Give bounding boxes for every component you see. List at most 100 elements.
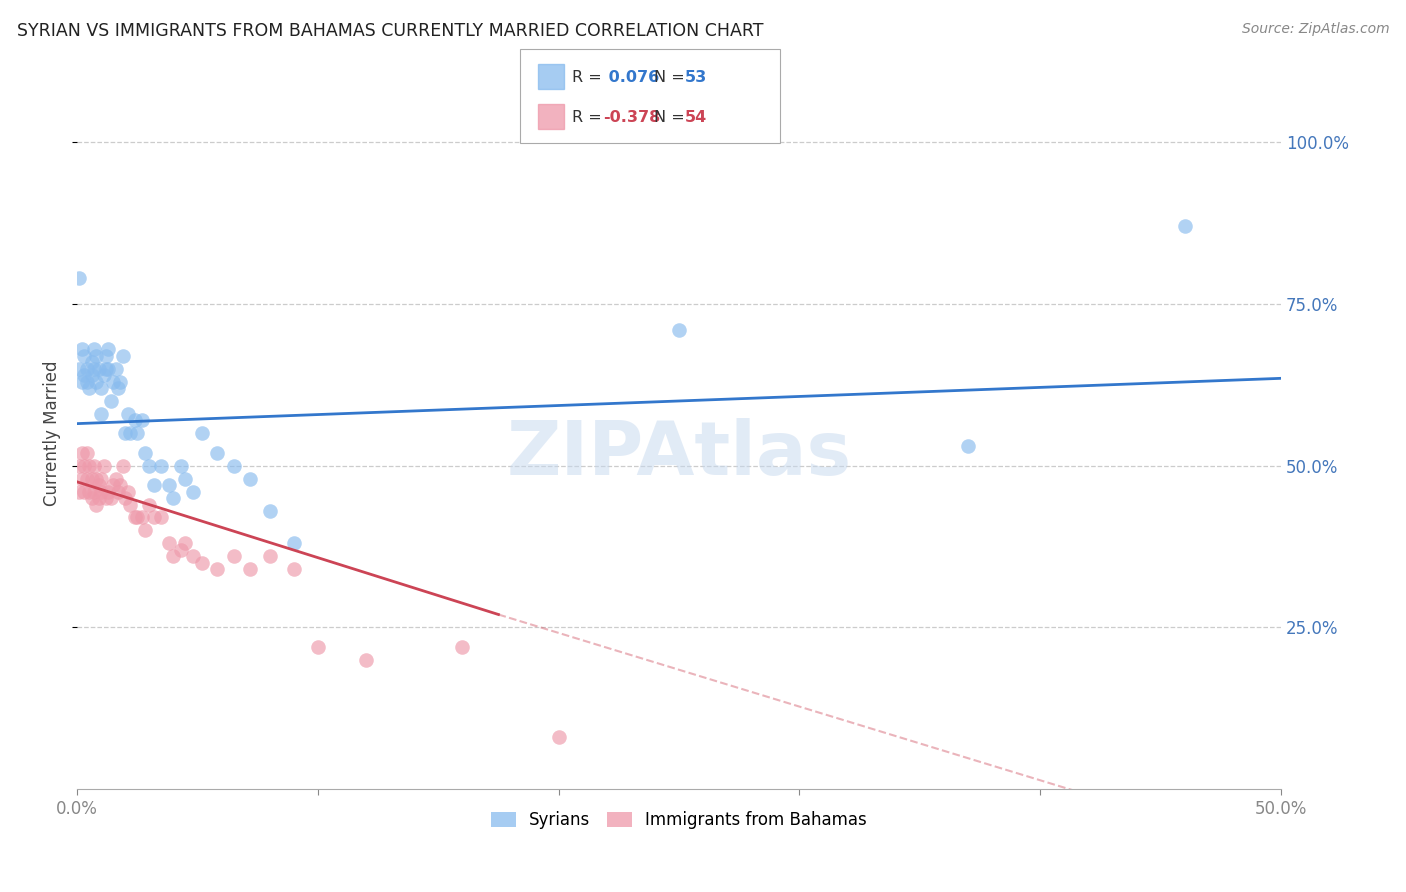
Text: 54: 54 bbox=[685, 110, 707, 125]
Point bbox=[111, 349, 134, 363]
Point bbox=[87, 491, 110, 505]
Text: N =: N = bbox=[654, 110, 690, 125]
Text: SYRIAN VS IMMIGRANTS FROM BAHAMAS CURRENTLY MARRIED CORRELATION CHART: SYRIAN VS IMMIGRANTS FROM BAHAMAS CURREN… bbox=[17, 22, 763, 40]
Point bbox=[124, 510, 146, 524]
Point bbox=[103, 375, 125, 389]
Text: R =: R = bbox=[572, 110, 607, 125]
Point bbox=[80, 355, 103, 369]
Text: -0.378: -0.378 bbox=[603, 110, 661, 125]
Point bbox=[69, 458, 91, 473]
Point bbox=[94, 349, 117, 363]
Point bbox=[94, 361, 117, 376]
Point bbox=[354, 653, 377, 667]
Point bbox=[259, 504, 281, 518]
Point bbox=[83, 484, 105, 499]
Point bbox=[134, 446, 156, 460]
Point bbox=[111, 458, 134, 473]
Point bbox=[239, 562, 262, 576]
Point bbox=[100, 491, 122, 505]
Point bbox=[80, 368, 103, 383]
Point bbox=[73, 458, 96, 473]
Point bbox=[70, 375, 93, 389]
Point bbox=[93, 368, 115, 383]
Point bbox=[77, 484, 100, 499]
Point bbox=[83, 361, 105, 376]
Point bbox=[103, 478, 125, 492]
Point bbox=[69, 484, 91, 499]
Point bbox=[283, 536, 305, 550]
Point bbox=[120, 426, 142, 441]
Text: 0.076: 0.076 bbox=[603, 70, 659, 85]
Point bbox=[87, 361, 110, 376]
Point bbox=[169, 458, 191, 473]
Point bbox=[668, 323, 690, 337]
Point bbox=[547, 731, 569, 745]
Point bbox=[222, 549, 245, 564]
Point bbox=[124, 413, 146, 427]
Legend: Syrians, Immigrants from Bahamas: Syrians, Immigrants from Bahamas bbox=[486, 806, 872, 834]
Point bbox=[94, 491, 117, 505]
Point bbox=[174, 536, 197, 550]
Point bbox=[138, 458, 160, 473]
Point bbox=[83, 342, 105, 356]
Point bbox=[77, 381, 100, 395]
Text: N =: N = bbox=[654, 70, 690, 85]
Point bbox=[162, 549, 184, 564]
Point bbox=[307, 640, 329, 654]
Point bbox=[97, 484, 120, 499]
Point bbox=[222, 458, 245, 473]
Point bbox=[100, 394, 122, 409]
Text: 53: 53 bbox=[685, 70, 707, 85]
Y-axis label: Currently Married: Currently Married bbox=[44, 360, 60, 506]
Point bbox=[150, 510, 173, 524]
Point bbox=[73, 349, 96, 363]
Point bbox=[157, 478, 180, 492]
Point bbox=[70, 342, 93, 356]
Point bbox=[69, 361, 91, 376]
Point bbox=[97, 342, 120, 356]
Point bbox=[181, 484, 204, 499]
Point bbox=[131, 413, 153, 427]
Point bbox=[181, 549, 204, 564]
Point bbox=[131, 510, 153, 524]
Point bbox=[114, 426, 136, 441]
Point bbox=[73, 484, 96, 499]
Point bbox=[69, 271, 91, 285]
Point bbox=[127, 510, 149, 524]
Point bbox=[134, 524, 156, 538]
Point bbox=[80, 472, 103, 486]
Point bbox=[451, 640, 474, 654]
Point bbox=[73, 368, 96, 383]
Point bbox=[76, 361, 98, 376]
Point bbox=[956, 439, 979, 453]
Point bbox=[150, 458, 173, 473]
Point bbox=[90, 484, 112, 499]
Point bbox=[76, 375, 98, 389]
Text: ZIPAtlas: ZIPAtlas bbox=[506, 418, 852, 491]
Point bbox=[191, 426, 214, 441]
Point bbox=[77, 458, 100, 473]
Point bbox=[157, 536, 180, 550]
Point bbox=[76, 446, 98, 460]
Point bbox=[205, 562, 228, 576]
Point bbox=[86, 498, 108, 512]
Point bbox=[90, 381, 112, 395]
Point bbox=[104, 472, 127, 486]
Point bbox=[117, 484, 139, 499]
Point bbox=[120, 498, 142, 512]
Point bbox=[114, 491, 136, 505]
Point bbox=[104, 361, 127, 376]
Point bbox=[97, 361, 120, 376]
Point bbox=[127, 426, 149, 441]
Point bbox=[283, 562, 305, 576]
Point bbox=[143, 478, 166, 492]
Point bbox=[86, 472, 108, 486]
Point bbox=[86, 349, 108, 363]
Point bbox=[70, 472, 93, 486]
Point bbox=[90, 472, 112, 486]
Point bbox=[83, 458, 105, 473]
Point bbox=[76, 472, 98, 486]
Point bbox=[205, 446, 228, 460]
Point bbox=[90, 407, 112, 421]
Text: R =: R = bbox=[572, 70, 607, 85]
